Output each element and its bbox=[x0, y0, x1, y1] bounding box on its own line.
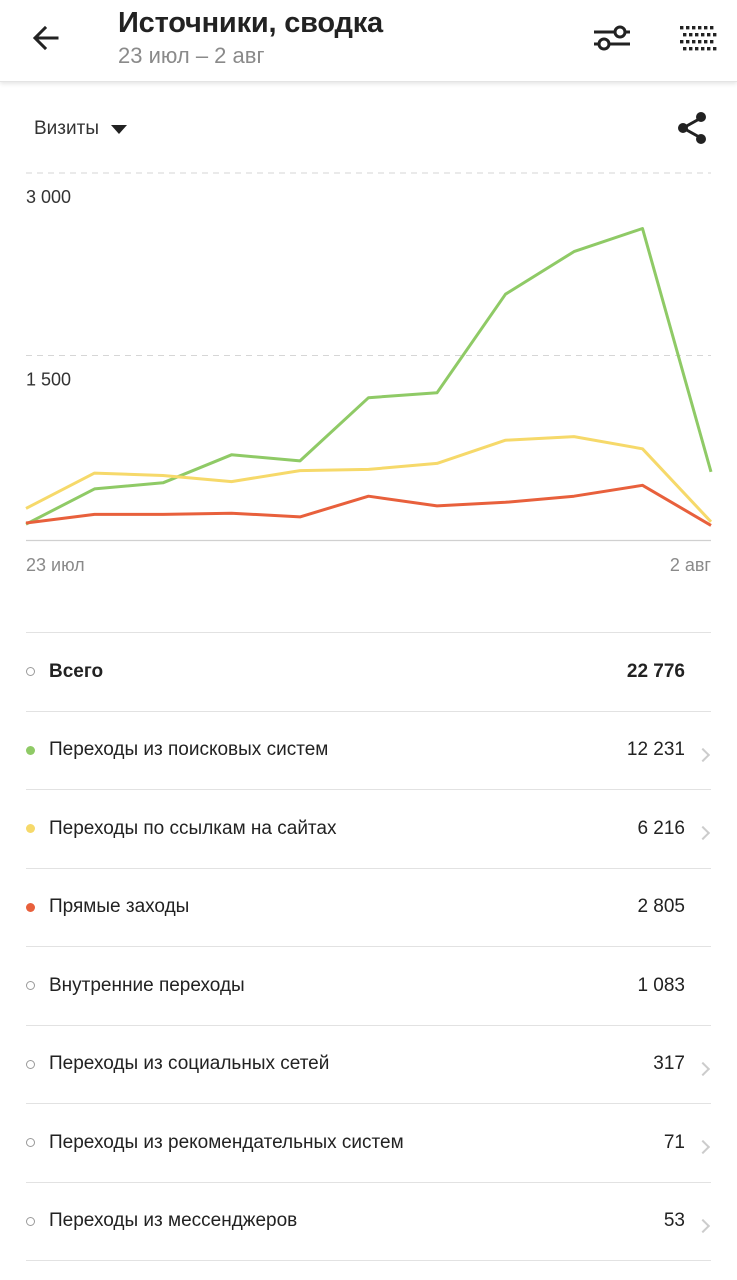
chevron-right-icon[interactable] bbox=[695, 1139, 711, 1155]
legend-dot-icon bbox=[26, 745, 35, 755]
x-tick-label: 2 авг bbox=[670, 555, 712, 575]
legend-dot-icon bbox=[26, 1216, 35, 1226]
source-value: 2 805 bbox=[637, 896, 685, 918]
filter-button[interactable] bbox=[584, 14, 640, 62]
back-button[interactable] bbox=[20, 14, 72, 62]
y-tick-label: 3 000 bbox=[26, 187, 71, 207]
source-label: Переходы из поисковых систем bbox=[49, 739, 329, 761]
source-value: 1 083 bbox=[637, 974, 685, 996]
source-value: 53 bbox=[663, 1210, 685, 1232]
legend-dot-icon bbox=[26, 1138, 35, 1148]
visits-chart: 1 500 3 000 23 июл 2 авг bbox=[0, 160, 737, 600]
title-block: Источники, сводка 23 июл – 2 авг bbox=[118, 6, 383, 70]
series-line-2 bbox=[25, 435, 713, 523]
source-label: Переходы из мессенджеров bbox=[49, 1210, 298, 1232]
chevron-right-icon[interactable] bbox=[695, 1218, 711, 1233]
x-tick-label: 23 июл bbox=[26, 555, 85, 575]
sliders-icon bbox=[594, 25, 630, 51]
y-tick-label: 1 500 bbox=[26, 370, 71, 390]
source-row[interactable]: Переходы из рекомендательных систем 71 bbox=[26, 1104, 711, 1183]
source-row[interactable]: Переходы по ссылкам на сайтах 6 216 bbox=[26, 790, 711, 869]
source-label: Переходы по ссылкам на сайтах bbox=[49, 817, 337, 839]
share-button[interactable] bbox=[668, 104, 716, 152]
legend-dot-icon bbox=[26, 824, 35, 834]
source-value: 6 216 bbox=[637, 817, 685, 839]
legend-dot-icon bbox=[26, 981, 35, 991]
caret-down-icon bbox=[110, 124, 127, 134]
source-label: Всего bbox=[49, 660, 104, 682]
metric-dropdown[interactable]: Визиты bbox=[34, 112, 127, 146]
source-label: Переходы из рекомендательных систем bbox=[49, 1131, 404, 1153]
share-icon bbox=[678, 112, 706, 144]
chevron-right-icon[interactable] bbox=[695, 1061, 711, 1076]
source-label: Внутренние переходы bbox=[49, 974, 245, 996]
chart-canvas: 1 500 3 000 23 июл 2 авг bbox=[25, 172, 713, 575]
date-range[interactable]: 23 июл – 2 авг bbox=[118, 43, 265, 68]
legend-dot-icon bbox=[26, 902, 35, 912]
page-title: Источники, сводка bbox=[118, 7, 383, 39]
source-row: Всего 22 776 bbox=[26, 633, 711, 712]
source-value: 12 231 bbox=[626, 739, 685, 761]
legend-dot-icon bbox=[26, 1059, 35, 1069]
series-line-3 bbox=[25, 483, 712, 527]
sources-table: Всего 22 776 Переходы из поисковых систем 1… bbox=[26, 632, 711, 1261]
source-value: 317 bbox=[653, 1053, 685, 1075]
source-row: Внутренние переходы 1 083 bbox=[26, 947, 711, 1026]
grid-dots-icon bbox=[680, 26, 717, 51]
metric-label: Визиты bbox=[34, 118, 99, 139]
apps-button[interactable] bbox=[670, 14, 726, 62]
arrow-back-icon bbox=[32, 25, 59, 51]
legend-dot-icon bbox=[26, 667, 35, 677]
app-bar: Источники, сводка 23 июл – 2 авг bbox=[0, 0, 737, 82]
source-row: Прямые заходы 2 805 bbox=[26, 869, 711, 947]
source-row[interactable]: Переходы из мессенджеров 53 bbox=[26, 1183, 711, 1261]
chevron-right-icon[interactable] bbox=[695, 747, 711, 762]
source-row[interactable]: Переходы из поисковых систем 12 231 bbox=[26, 712, 711, 790]
source-label: Прямые заходы bbox=[49, 896, 190, 918]
source-label: Переходы из социальных сетей bbox=[49, 1053, 330, 1075]
series-line-1 bbox=[25, 227, 713, 526]
source-value: 71 bbox=[663, 1131, 685, 1153]
source-row[interactable]: Переходы из социальных сетей 317 bbox=[26, 1026, 711, 1104]
chevron-right-icon[interactable] bbox=[695, 825, 711, 841]
source-value: 22 776 bbox=[626, 660, 685, 682]
